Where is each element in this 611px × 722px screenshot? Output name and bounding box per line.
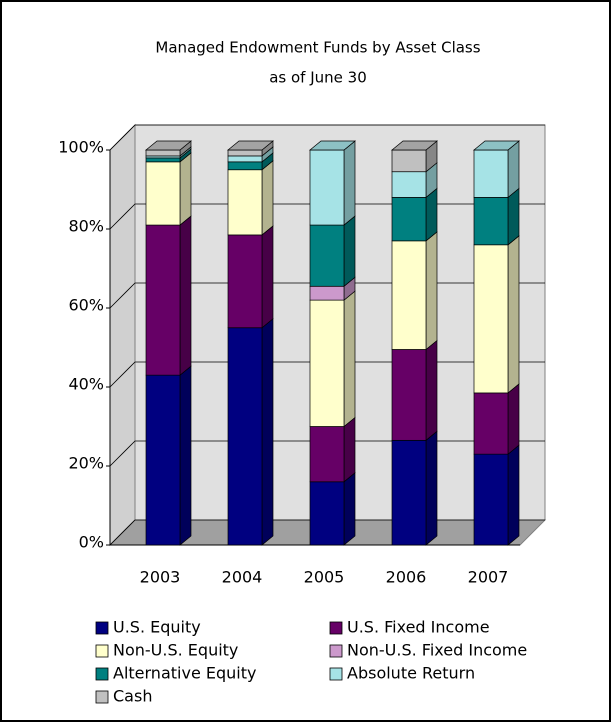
y-tick-label: 0% bbox=[79, 533, 104, 552]
bar-segment bbox=[227, 155, 263, 163]
bar-side bbox=[261, 160, 274, 236]
bar-segment bbox=[227, 169, 263, 236]
bar-segment bbox=[227, 234, 263, 329]
legend-label: U.S. Fixed Income bbox=[347, 618, 490, 637]
legend-swatch bbox=[95, 621, 109, 635]
legend-label: Alternative Equity bbox=[113, 664, 256, 683]
bar-top bbox=[391, 140, 438, 151]
bar-side bbox=[507, 383, 520, 455]
x-tick-label: 2007 bbox=[468, 568, 509, 587]
bar-segment bbox=[309, 481, 345, 546]
bar-segment bbox=[473, 197, 509, 246]
chart-subtitle: as of June 30 bbox=[269, 69, 367, 87]
y-tick-label: 100% bbox=[58, 138, 104, 157]
bar-side bbox=[343, 140, 356, 226]
x-tick-label: 2004 bbox=[222, 568, 263, 587]
bar-side bbox=[425, 231, 438, 351]
bar-side bbox=[507, 444, 520, 546]
bar-side bbox=[343, 215, 356, 288]
bar-segment bbox=[473, 392, 509, 455]
y-tick-label: 80% bbox=[68, 217, 104, 236]
bar-segment bbox=[145, 374, 181, 546]
bar-segment bbox=[391, 171, 427, 198]
bar-side bbox=[261, 225, 274, 329]
y-tick-label: 40% bbox=[68, 375, 104, 394]
bar-segment bbox=[309, 224, 345, 287]
bar-side bbox=[179, 215, 192, 376]
legend-label: Non-U.S. Fixed Income bbox=[347, 641, 527, 660]
bar-side bbox=[179, 152, 192, 226]
bar-segment bbox=[473, 149, 509, 198]
bar-side bbox=[507, 140, 520, 199]
bar-side bbox=[261, 318, 274, 546]
bar-top bbox=[473, 140, 520, 151]
bar-top bbox=[145, 140, 192, 151]
bar-segment bbox=[391, 240, 427, 350]
bar-segment bbox=[309, 149, 345, 226]
bar-segment bbox=[145, 161, 181, 226]
legend-swatch bbox=[329, 644, 343, 658]
bar-segment bbox=[309, 299, 345, 427]
bar-side bbox=[343, 290, 356, 428]
x-tick-label: 2005 bbox=[304, 568, 345, 587]
legend-label: U.S. Equity bbox=[113, 618, 201, 637]
chart-title: Managed Endowment Funds by Asset Class bbox=[155, 39, 480, 57]
side-wall bbox=[109, 123, 136, 547]
bar-segment bbox=[227, 149, 263, 157]
bar-side bbox=[425, 430, 438, 546]
x-tick-label: 2003 bbox=[140, 568, 181, 587]
bar-segment bbox=[227, 327, 263, 546]
bar-segment bbox=[145, 224, 181, 376]
bar-segment bbox=[145, 149, 181, 157]
legend-label: Absolute Return bbox=[347, 664, 475, 683]
x-tick-label: 2006 bbox=[386, 568, 427, 587]
bar-segment bbox=[391, 149, 427, 173]
bar-segment bbox=[309, 285, 345, 301]
bar-side bbox=[425, 339, 438, 442]
legend-swatch bbox=[95, 667, 109, 681]
bar-side bbox=[179, 365, 192, 546]
bar-segment bbox=[473, 453, 509, 546]
bar-segment bbox=[473, 244, 509, 394]
bar-top bbox=[309, 140, 356, 151]
legend-swatch bbox=[95, 690, 109, 704]
bar-segment bbox=[391, 439, 427, 546]
legend-label: Non-U.S. Equity bbox=[113, 641, 238, 660]
legend-swatch bbox=[329, 621, 343, 635]
y-tick-label: 60% bbox=[68, 296, 104, 315]
bar-segment bbox=[391, 349, 427, 441]
bar-segment bbox=[309, 426, 345, 483]
legend-swatch bbox=[329, 667, 343, 681]
legend-swatch bbox=[95, 644, 109, 658]
bar-segment bbox=[145, 157, 181, 163]
y-tick-label: 20% bbox=[68, 454, 104, 473]
bar-top bbox=[227, 140, 274, 151]
legend-label: Cash bbox=[113, 687, 152, 706]
grid-line bbox=[109, 124, 545, 151]
bar-side bbox=[343, 472, 356, 546]
bar-side bbox=[507, 235, 520, 394]
bar-segment bbox=[391, 197, 427, 242]
bar-side bbox=[507, 187, 520, 246]
bar-segment bbox=[227, 161, 263, 171]
bar-side bbox=[343, 416, 356, 483]
